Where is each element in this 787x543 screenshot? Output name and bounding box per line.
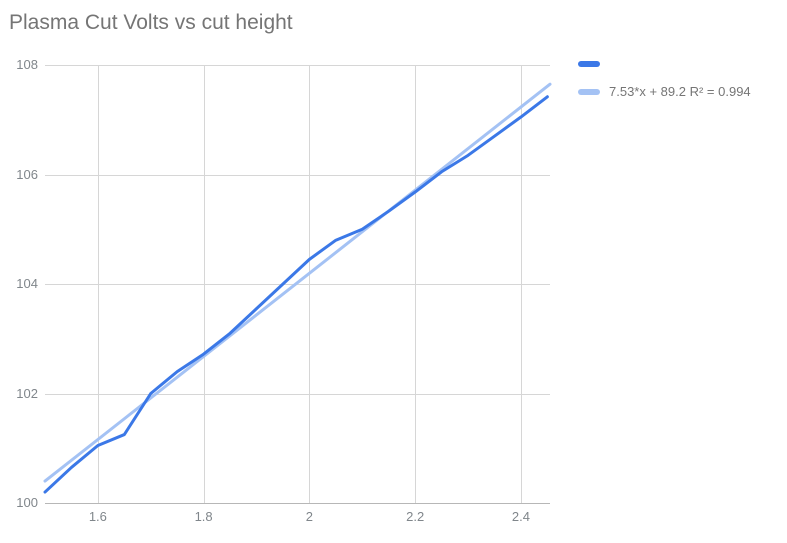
y-tick-label: 100 [16,495,38,510]
x-tick-label: 1.8 [194,509,213,524]
x-tick-label: 2 [305,509,313,524]
y-tick-label: 106 [16,166,38,182]
chart-title: Plasma Cut Volts vs cut height [9,11,293,34]
legend: 7.53*x + 89.2 R² = 0.994 [578,56,751,99]
trendline-legend-label: 7.53*x + 89.2 R² = 0.994 [609,84,751,99]
trendline-line [43,82,552,483]
y-tick-label: 102 [16,385,38,401]
trendline-swatch [578,88,600,95]
legend-item-series[interactable] [578,56,751,71]
series-swatch [578,60,600,67]
y-tick-label: 108 [16,57,38,72]
legend-item-trendline[interactable]: 7.53*x + 89.2 R² = 0.994 [578,84,751,99]
data-series-line [43,95,549,494]
x-tick-label: 2.4 [511,509,530,524]
y-tick-label: 104 [16,276,38,291]
x-tick-label: 2.2 [406,509,425,524]
x-tick-label: 1.6 [88,509,107,524]
